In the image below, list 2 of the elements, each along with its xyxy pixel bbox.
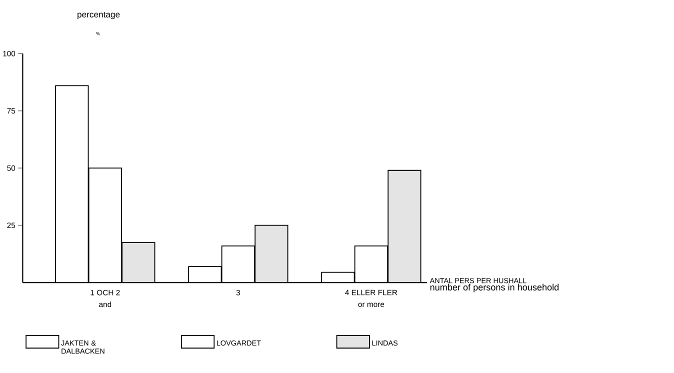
y-axis-title: percentage [78, 12, 120, 20]
text: number of persons in household [430, 284, 559, 292]
